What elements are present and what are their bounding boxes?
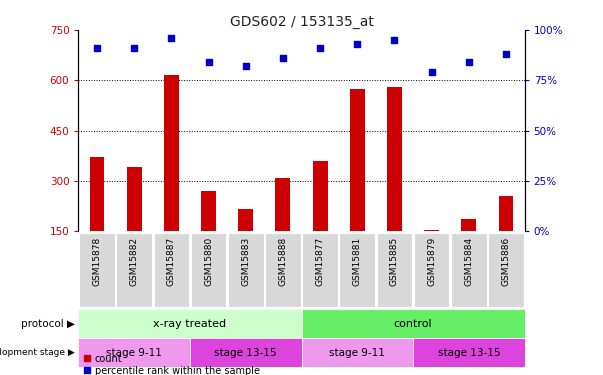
Bar <box>78 309 302 338</box>
FancyBboxPatch shape <box>339 233 375 308</box>
Point <box>427 69 437 75</box>
Point <box>92 45 102 51</box>
Bar <box>302 338 413 368</box>
Text: GSM15888: GSM15888 <box>279 237 288 286</box>
Text: GSM15877: GSM15877 <box>315 237 324 286</box>
FancyBboxPatch shape <box>377 233 412 308</box>
Text: GSM15878: GSM15878 <box>92 237 101 286</box>
Bar <box>387 87 402 231</box>
Text: GSM15882: GSM15882 <box>130 237 139 286</box>
Bar <box>425 230 439 231</box>
Text: protocol ▶: protocol ▶ <box>21 319 75 328</box>
Bar <box>90 158 104 231</box>
Text: GSM15886: GSM15886 <box>502 237 511 286</box>
Point <box>352 41 362 47</box>
Text: GSM15880: GSM15880 <box>204 237 213 286</box>
FancyBboxPatch shape <box>488 233 524 308</box>
Point <box>130 45 139 51</box>
Bar <box>313 161 327 231</box>
Point <box>204 59 213 65</box>
Bar <box>164 75 179 231</box>
FancyBboxPatch shape <box>414 233 449 308</box>
FancyBboxPatch shape <box>265 233 301 308</box>
Point <box>390 37 399 43</box>
FancyBboxPatch shape <box>228 233 264 308</box>
Text: x-ray treated: x-ray treated <box>153 319 227 328</box>
Text: GSM15887: GSM15887 <box>167 237 176 286</box>
Text: stage 9-11: stage 9-11 <box>106 348 162 358</box>
Bar <box>190 338 302 368</box>
Point <box>166 35 176 41</box>
FancyBboxPatch shape <box>79 233 115 308</box>
Text: stage 13-15: stage 13-15 <box>215 348 277 358</box>
Bar <box>78 338 190 368</box>
Text: stage 13-15: stage 13-15 <box>438 348 500 358</box>
FancyBboxPatch shape <box>116 233 152 308</box>
FancyBboxPatch shape <box>451 233 487 308</box>
Point <box>464 59 474 65</box>
FancyBboxPatch shape <box>191 233 226 308</box>
Legend: count, percentile rank within the sample: count, percentile rank within the sample <box>83 354 260 375</box>
Text: development stage ▶: development stage ▶ <box>0 348 75 357</box>
Point <box>278 55 288 61</box>
Point <box>501 51 511 57</box>
Bar <box>238 209 253 231</box>
Bar <box>499 196 514 231</box>
FancyBboxPatch shape <box>154 233 189 308</box>
Bar <box>413 338 525 368</box>
Text: control: control <box>394 319 432 328</box>
Bar <box>350 89 365 231</box>
Title: GDS602 / 153135_at: GDS602 / 153135_at <box>230 15 373 29</box>
Bar <box>127 168 142 231</box>
Text: GSM15881: GSM15881 <box>353 237 362 286</box>
Point <box>315 45 325 51</box>
Bar <box>302 309 525 338</box>
Bar <box>461 219 476 231</box>
Bar <box>201 191 216 231</box>
Bar <box>276 177 291 231</box>
Text: GSM15879: GSM15879 <box>427 237 436 286</box>
FancyBboxPatch shape <box>302 233 338 308</box>
Point <box>241 63 251 69</box>
Text: stage 9-11: stage 9-11 <box>329 348 385 358</box>
Text: GSM15883: GSM15883 <box>241 237 250 286</box>
Text: GSM15884: GSM15884 <box>464 237 473 286</box>
Text: GSM15885: GSM15885 <box>390 237 399 286</box>
